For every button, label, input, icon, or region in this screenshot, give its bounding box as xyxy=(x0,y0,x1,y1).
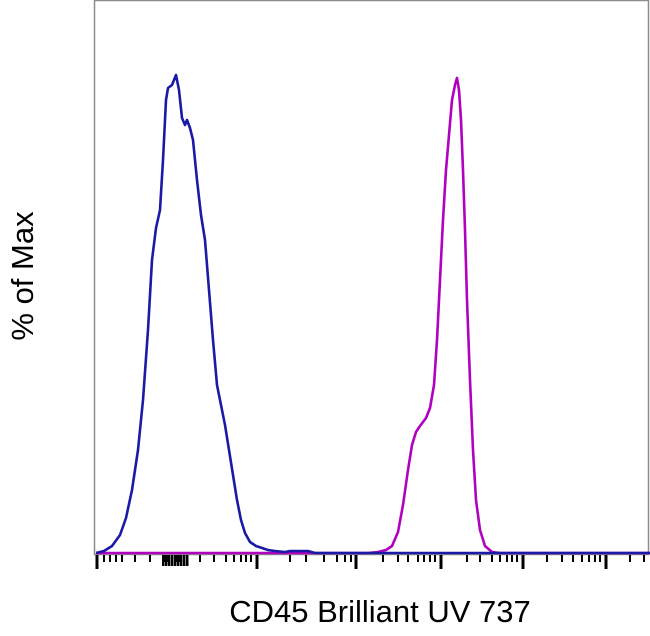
minor-tick xyxy=(423,555,425,562)
minor-tick xyxy=(466,555,468,562)
minor-tick xyxy=(115,555,117,562)
minor-tick xyxy=(336,555,338,562)
minor-tick xyxy=(233,555,235,562)
minor-tick xyxy=(499,555,501,562)
minor-tick xyxy=(350,555,352,562)
minor-tick xyxy=(250,555,252,562)
y-axis-label: % of Max xyxy=(5,211,40,341)
stained-histogram-line xyxy=(96,76,650,555)
minor-tick xyxy=(407,555,409,562)
minor-tick xyxy=(240,555,242,562)
minor-tick xyxy=(479,555,481,562)
minor-tick xyxy=(109,555,111,562)
minor-tick xyxy=(245,555,247,562)
major-tick xyxy=(255,555,259,569)
minor-tick xyxy=(213,555,215,562)
zero-region-tick xyxy=(177,555,180,566)
zero-region-tick xyxy=(168,555,171,566)
minor-tick xyxy=(546,555,548,562)
zero-region-tick xyxy=(174,555,177,566)
zero-region-tick xyxy=(165,555,168,566)
minor-tick xyxy=(225,555,227,562)
minor-tick xyxy=(417,555,419,562)
major-tick xyxy=(95,555,99,569)
x-axis-label: CD45 Brilliant UV 737 xyxy=(229,594,531,629)
major-tick xyxy=(604,555,608,569)
minor-tick xyxy=(434,555,436,562)
zero-region-tick xyxy=(186,555,189,566)
minor-tick xyxy=(511,555,513,562)
minor-tick xyxy=(594,555,596,562)
minor-tick xyxy=(344,555,346,562)
minor-tick xyxy=(121,555,123,562)
x-axis-ticks xyxy=(95,555,645,569)
plot-frame xyxy=(93,0,650,556)
major-tick xyxy=(521,555,525,569)
zero-region-tick xyxy=(180,555,183,566)
major-tick xyxy=(354,555,358,569)
zero-region-tick xyxy=(171,555,174,566)
zero-region-tick xyxy=(183,555,186,566)
major-tick xyxy=(439,555,443,569)
minor-tick xyxy=(305,555,307,562)
histogram-curves xyxy=(95,73,650,555)
minor-tick xyxy=(103,555,105,562)
minor-tick xyxy=(643,555,645,562)
control-histogram-line xyxy=(95,73,650,555)
minor-tick xyxy=(382,555,384,562)
minor-tick xyxy=(561,555,563,562)
minor-tick xyxy=(199,555,201,562)
minor-tick xyxy=(134,555,136,562)
minor-tick xyxy=(588,555,590,562)
minor-tick xyxy=(491,555,493,562)
zero-region-tick xyxy=(162,555,165,566)
minor-tick xyxy=(599,555,601,562)
minor-tick xyxy=(581,555,583,562)
minor-tick xyxy=(397,555,399,562)
minor-tick xyxy=(323,555,325,562)
minor-tick xyxy=(429,555,431,562)
minor-tick xyxy=(506,555,508,562)
minor-tick xyxy=(629,555,631,562)
minor-tick xyxy=(289,555,291,562)
minor-tick xyxy=(572,555,574,562)
minor-tick xyxy=(149,555,151,562)
minor-tick xyxy=(516,555,518,562)
